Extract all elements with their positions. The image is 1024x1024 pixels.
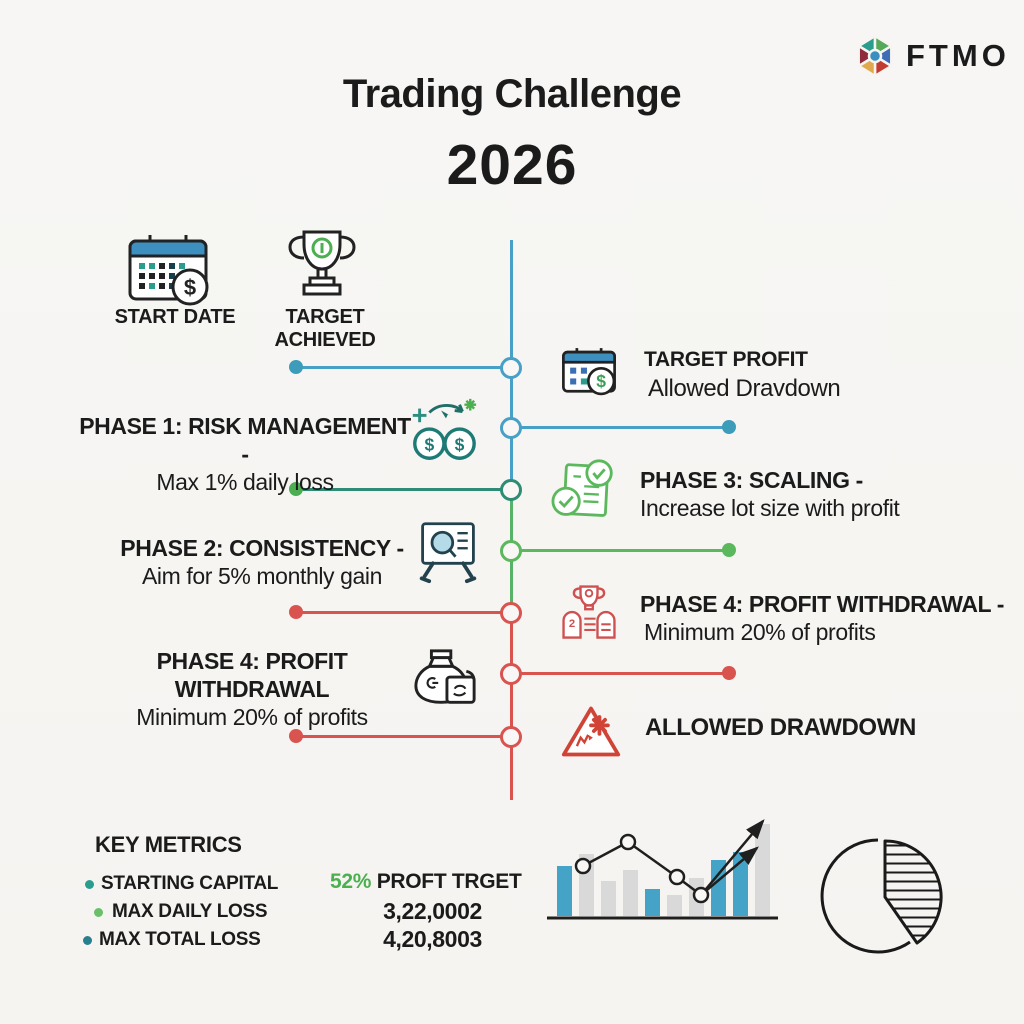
profit-target-line: 52% PROFT TRGET	[330, 870, 522, 894]
phase-1-subtitle: Max 1% daily loss	[156, 469, 334, 495]
phase-3-block: PHASE 3: SCALING - Increase lot size wit…	[640, 466, 900, 522]
timeline-node-2	[500, 417, 522, 439]
brand-name: FTMO	[906, 38, 1010, 73]
calendar-dollar-icon: $	[122, 230, 214, 308]
svg-text:$: $	[596, 371, 606, 391]
branch-line-left-1	[296, 366, 511, 369]
legend-target-achieved-label: TARGET ACHIEVED	[274, 306, 376, 351]
end-dot-right-1	[722, 420, 736, 434]
end-dot-left-1	[289, 360, 303, 374]
warning-triangle-icon	[560, 702, 622, 762]
timeline-node-3	[500, 479, 522, 501]
money-bag-icon	[406, 646, 484, 712]
svg-text:$: $	[184, 275, 196, 300]
timeline-node-6	[500, 663, 522, 685]
metric-label-3: MAX TOTAL LOSS	[99, 929, 261, 950]
phase-4-left-subtitle: Minimum 20% of profits	[136, 704, 368, 730]
phase-2-subtitle: Aim for 5% monthly gain	[141, 563, 383, 589]
trophy-documents-icon: 2	[556, 582, 622, 644]
metric-bullet-1	[85, 880, 94, 889]
metric-label-1: STARTING CAPITAL	[101, 873, 279, 894]
timeline-node-7	[500, 726, 522, 748]
ftmo-hexagon-icon	[856, 33, 894, 79]
page-title: Trading Challenge	[342, 72, 682, 116]
svg-text:$: $	[424, 434, 434, 454]
timeline-node-1	[500, 357, 522, 379]
metric-bullet-2	[94, 908, 103, 917]
timeline-node-5	[500, 602, 522, 624]
phase-4-right-subtitle: Minimum 20% of profits	[644, 619, 876, 645]
phase-4-left-block: PHASE 4: PROFIT WITHDRAWAL Minimum 20% o…	[82, 647, 422, 731]
calendar-dollar-small-icon: $	[558, 344, 620, 398]
mini-bar-chart	[545, 808, 780, 928]
target-profit-title: TARGET PROFIT	[644, 348, 808, 371]
target-profit-subtitle: Allowed Dravdown	[648, 375, 841, 402]
phase-1-title: PHASE 1: RISK MANAGEMENT -	[79, 413, 411, 467]
legend-start-date-label: START DATE	[114, 306, 236, 328]
page-year: 2026	[446, 133, 578, 197]
phase-4-right-title: PHASE 4: PROFIT WITHDRAWAL -	[640, 591, 1005, 617]
trophy-icon	[282, 224, 362, 308]
phase-3-subtitle: Increase lot size with profit	[640, 495, 900, 521]
phase-2-title: PHASE 2: CONSISTENCY -	[120, 535, 404, 561]
end-dot-left-4	[289, 729, 303, 743]
branch-line-right-2	[513, 549, 730, 552]
profit-target-value: 52%	[330, 870, 372, 893]
monitor-magnifier-icon	[416, 518, 480, 586]
svg-text:2: 2	[569, 618, 575, 630]
timeline-segment-red	[510, 613, 513, 800]
allowed-drawdown-title: ALLOWED DRAWDOWN	[645, 714, 916, 741]
phase-4-left-title: PHASE 4: PROFIT WITHDRAWAL	[156, 648, 348, 702]
key-metrics-heading: KEY METRICS	[95, 832, 242, 857]
profit-target-label: PROFT TRGET	[376, 870, 522, 893]
branch-line-left-3	[296, 611, 511, 614]
figure-2: 4,20,8003	[383, 926, 482, 952]
timeline-node-4	[500, 540, 522, 562]
phase-3-title: PHASE 3: SCALING -	[640, 467, 863, 493]
phase-1-block: PHASE 1: RISK MANAGEMENT - Max 1% daily …	[78, 412, 412, 496]
branch-line-left-2	[296, 488, 511, 491]
branch-line-right-1	[513, 426, 730, 429]
branch-line-left-4	[296, 735, 511, 738]
phase-2-block: PHASE 2: CONSISTENCY - Aim for 5% monthl…	[90, 534, 434, 590]
checklist-icon	[550, 458, 618, 522]
end-dot-right-3	[722, 666, 736, 680]
phase-4-right-block: PHASE 4: PROFIT WITHDRAWAL - Minimum 20%…	[640, 590, 1004, 646]
metric-label-2: MAX DAILY LOSS	[112, 901, 268, 922]
branch-line-right-3	[513, 672, 730, 675]
allowed-drawdown-block: ALLOWED DRAWDOWN	[645, 714, 916, 742]
end-dot-left-2	[289, 482, 303, 496]
coins-icon: $ $	[406, 396, 480, 464]
end-dot-left-3	[289, 605, 303, 619]
end-dot-right-2	[722, 543, 736, 557]
target-profit-block: TARGET PROFIT Allowed Dravdown	[644, 348, 841, 403]
svg-text:$: $	[455, 434, 465, 454]
brand-logo	[852, 32, 898, 80]
figure-1: 3,22,0002	[383, 898, 482, 924]
metric-bullet-3	[83, 936, 92, 945]
pie-chart	[818, 832, 950, 964]
